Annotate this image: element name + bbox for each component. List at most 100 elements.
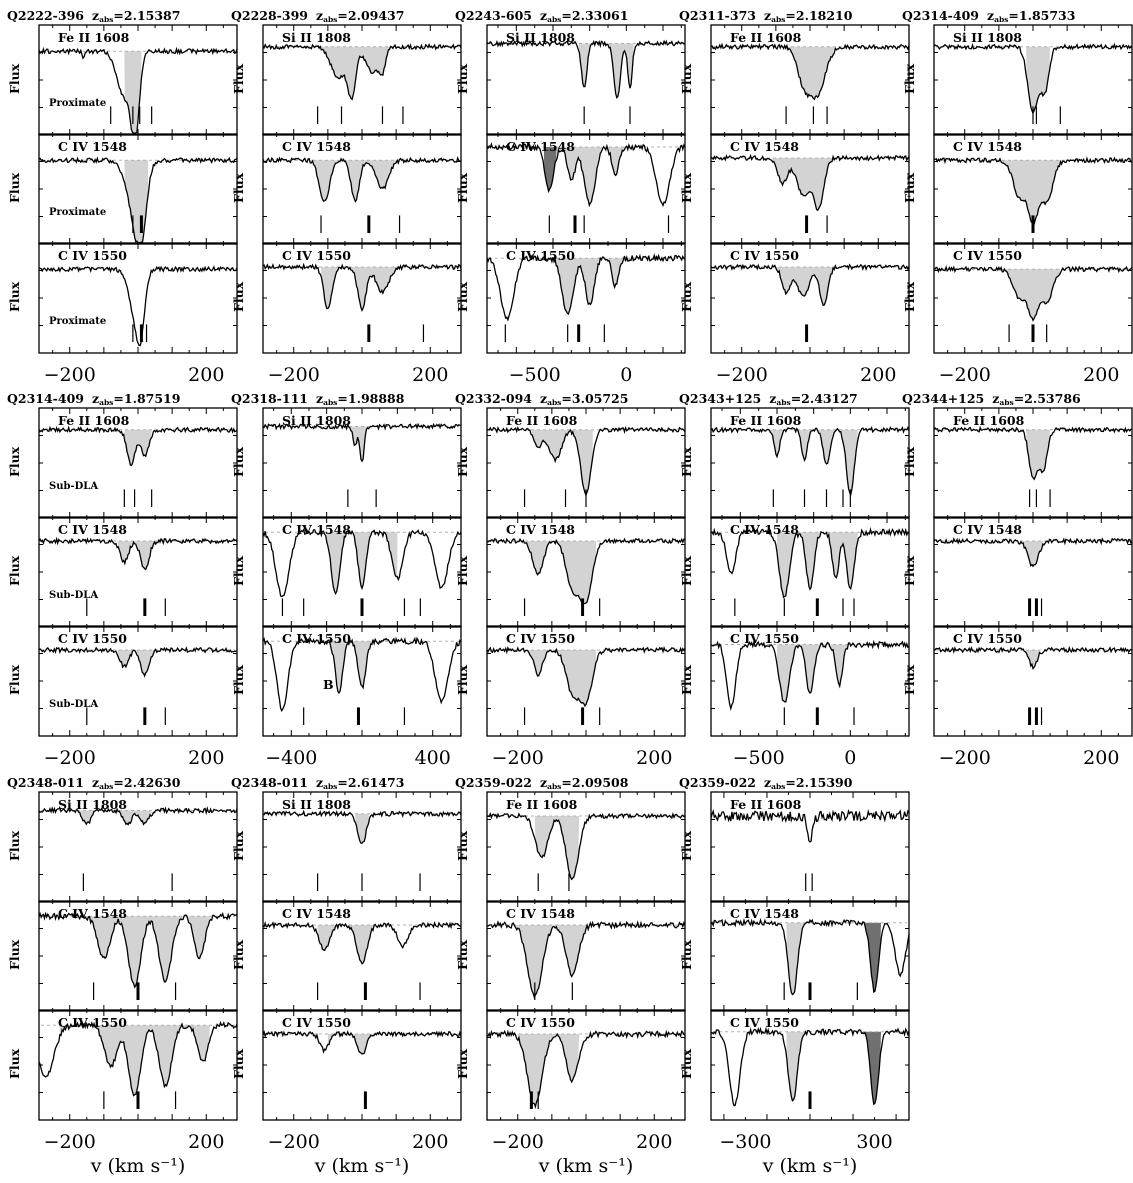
spectrum-line	[38, 1020, 238, 1097]
panel-2: Flux C IV 1550 B	[231, 625, 462, 737]
panel-2: Flux C IV 1550	[902, 242, 1133, 354]
absorption-fill	[59, 1022, 210, 1096]
panel-0: Flux Fe II 1608	[679, 24, 910, 136]
panel-1: Flux C IV 1548	[455, 516, 686, 628]
ion-label: C IV 1550	[58, 631, 127, 646]
ion-label: C IV 1550	[730, 1015, 799, 1030]
absorption-fill	[76, 808, 152, 825]
absorption-fill	[775, 265, 838, 306]
x-tick-label: 200	[188, 364, 224, 386]
x-axis-label: v (km s⁻¹)	[762, 1155, 858, 1177]
z-equals: =	[113, 8, 123, 23]
panel-0: Flux Fe II 1608	[902, 407, 1133, 519]
z-symbol: z	[316, 775, 323, 790]
panel-0: Flux Fe II 1608	[679, 791, 910, 903]
absorption-fill	[777, 642, 858, 702]
spectrum-line	[38, 805, 238, 826]
system-tag: Proximate	[49, 98, 106, 109]
x-tick-label: 400	[415, 747, 451, 769]
panel-1: Flux C IV 1548	[455, 133, 686, 245]
spectrum-line	[262, 156, 462, 203]
absorption-fill	[327, 1031, 376, 1054]
panel-0: Flux Si II 1808	[7, 791, 238, 903]
system-3: Q2311-373 zabs=2.18210 Flux Fe II 1608 Flux C…	[679, 8, 910, 386]
system-tag: Sub-DLA	[49, 590, 98, 601]
z-value: 2.15390	[796, 775, 853, 790]
system-title: Q2228-399 zabs=2.09437	[231, 8, 404, 24]
y-axis-label: Flux	[7, 281, 22, 312]
spectrum-line	[710, 526, 910, 599]
ion-label: C IV 1550	[506, 1015, 575, 1030]
panel-2: Flux C IV 1550	[679, 1009, 910, 1121]
y-axis-label: Flux	[902, 664, 917, 695]
y-axis-label: Flux	[231, 446, 246, 477]
z-symbol: z	[992, 391, 999, 406]
y-axis-label: Flux	[7, 63, 22, 94]
absorption-fill	[556, 145, 638, 206]
y-axis-label: Flux	[679, 830, 694, 861]
ion-label: C IV 1548	[58, 522, 127, 537]
spectrum-line	[486, 252, 686, 322]
y-axis-label: Flux	[902, 281, 917, 312]
system-title: Q2359-022 zabs=2.15390	[679, 775, 853, 791]
x-tick-label: −500	[733, 747, 785, 769]
y-axis-label: Flux	[679, 446, 694, 477]
x-tick-label: −400	[265, 747, 317, 769]
spectrum-line	[486, 811, 686, 881]
z-symbol: z	[769, 391, 776, 406]
panel-1: Flux C IV 1548	[679, 900, 910, 1012]
spectrum-line	[933, 265, 1133, 322]
panel-1: Flux C IV 1548	[231, 516, 462, 628]
spectrum-line	[933, 537, 1133, 568]
spectrum-line	[486, 142, 686, 208]
absorption-fill	[310, 158, 403, 202]
ion-label: Fe II 1608	[506, 797, 578, 812]
y-axis-label: Flux	[902, 446, 917, 477]
x-tick-label: 0	[620, 364, 632, 386]
spectrum-line	[38, 646, 238, 678]
system-6: Q2318-111 zabs=1.98888 Flux Si II 1808 Flux C…	[231, 391, 462, 769]
qso-name: Q2318-111	[231, 391, 308, 406]
panel-1: Flux C IV 1548	[679, 133, 910, 245]
z-subscript: abs	[999, 398, 1013, 407]
x-axis-label: v (km s⁻¹)	[90, 1155, 186, 1177]
ion-label: C IV 1550	[282, 1015, 351, 1030]
spectrum-line	[38, 536, 238, 571]
absorption-fill	[524, 649, 597, 706]
y-axis-label: Flux	[231, 664, 246, 695]
ion-label: Si II 1808	[282, 413, 351, 428]
panel-1: Flux C IV 1548	[679, 516, 910, 628]
ion-label: Si II 1808	[282, 797, 351, 812]
y-axis-label: Flux	[7, 446, 22, 477]
y-axis-label: Flux	[231, 1048, 246, 1079]
y-axis-label: Flux	[455, 1048, 470, 1079]
absorption-fill	[321, 265, 403, 311]
ion-label: C IV 1550	[506, 631, 575, 646]
panel-2: Flux C IV 1550	[231, 242, 462, 354]
z-subscript: abs	[776, 398, 790, 407]
z-value: 3.05725	[572, 391, 629, 406]
qso-name: Q2344+125	[902, 391, 984, 406]
y-axis-label: Flux	[7, 830, 22, 861]
y-axis-label: Flux	[902, 63, 917, 94]
x-tick-label: −200	[44, 1131, 96, 1153]
system-tag: Proximate	[49, 207, 106, 218]
system-10: Q2348-011 zabs=2.42630 Flux Si II 1808 Flux C…	[7, 775, 238, 1177]
x-tick-label: 200	[636, 1131, 672, 1153]
z-symbol: z	[92, 391, 99, 406]
system-4: Q2314-409 zabs=1.85733 Flux Si II 1808 Flux C…	[902, 8, 1133, 386]
x-tick-label: −200	[716, 364, 768, 386]
spectrum-line	[486, 645, 686, 708]
panel-2: Flux C IV 1550	[231, 1009, 462, 1121]
z-value: 2.09508	[572, 775, 629, 790]
qso-name: Q2332-094	[455, 391, 532, 406]
ion-label: C IV 1548	[730, 906, 799, 921]
x-tick-label: −200	[939, 364, 991, 386]
absorption-fill	[517, 1034, 580, 1107]
z-equals: =	[1008, 8, 1018, 23]
system-title: Q2348-011 zabs=2.61473	[231, 775, 404, 791]
panel-0: Flux Si II 1808	[455, 24, 686, 136]
y-axis-label: Flux	[231, 281, 246, 312]
system-0: Q2222-396 zabs=2.15387 Flux Fe II 1608 Proxi…	[7, 8, 238, 386]
absorption-fill	[317, 923, 376, 964]
